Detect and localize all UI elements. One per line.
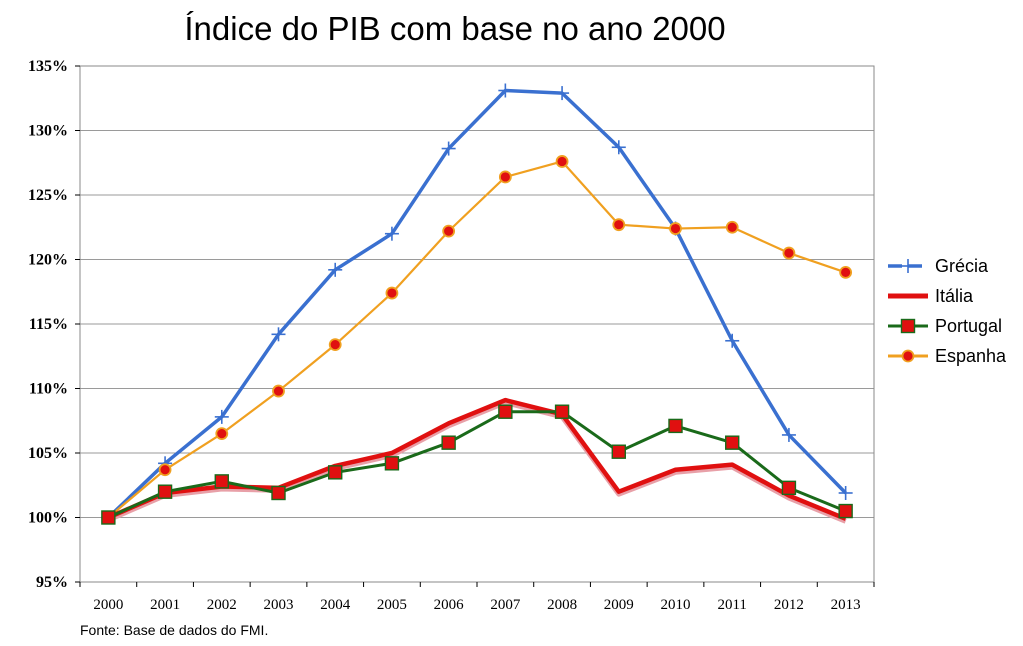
x-tick-label: 2010 (661, 597, 691, 613)
circle-marker (498, 170, 512, 184)
circle-marker (385, 286, 399, 300)
plus-marker (271, 327, 286, 342)
plus-marker (901, 259, 915, 273)
chart-title: Índice do PIB com base no ano 2000 (184, 10, 726, 47)
square-marker (214, 474, 229, 489)
series-grécia (101, 83, 853, 525)
square-marker (611, 444, 626, 459)
x-tick-label: 2004 (320, 597, 351, 613)
x-tick-label: 2008 (547, 597, 577, 613)
square-marker (271, 485, 286, 501)
square-marker (101, 510, 116, 525)
source-note: Fonte: Base de dados do FMI. (80, 622, 269, 638)
series-line (107, 410, 847, 519)
legend-label: Portugal (935, 316, 1002, 336)
series-itália (107, 397, 847, 524)
y-tick-label: 120% (28, 252, 68, 269)
y-tick-label: 95% (36, 574, 68, 591)
square-marker (157, 484, 173, 499)
plus-marker (384, 226, 399, 241)
circle-marker (782, 246, 796, 260)
x-tick-label: 2006 (434, 597, 465, 613)
legend-label: Grécia (935, 256, 989, 276)
plus-marker (441, 141, 456, 156)
series-line (107, 88, 847, 519)
x-tick-label: 2000 (93, 597, 123, 613)
plus-marker (781, 427, 796, 442)
legend-item-espanha: Espanha (888, 346, 1007, 366)
circle-marker (158, 463, 172, 477)
series-portugal (101, 404, 853, 525)
plus-marker (498, 83, 513, 98)
grid-lines (80, 130, 874, 518)
series-espanha (101, 155, 853, 524)
square-marker (900, 318, 916, 334)
circle-marker (612, 218, 626, 232)
circle-marker (442, 224, 456, 238)
plus-marker (611, 140, 626, 155)
circle-marker (901, 349, 915, 363)
x-tick-label: 2001 (150, 597, 180, 613)
plus-marker (328, 262, 343, 277)
x-tick-label: 2007 (490, 597, 521, 613)
x-tick-label: 2012 (774, 597, 804, 613)
x-tick-label: 2003 (264, 597, 294, 613)
y-tick-label: 135% (28, 58, 68, 75)
legend-item-itália: Itália (888, 286, 974, 306)
legend-item-grécia: Grécia (888, 256, 989, 276)
square-marker (498, 404, 513, 419)
square-marker (781, 480, 797, 496)
y-tick-label: 125% (28, 187, 68, 204)
axes: 95% 100% 105% 110% 115% 120% 125% 130% 135% 2000 2… (28, 58, 875, 613)
series-group (101, 83, 853, 525)
square-marker (668, 418, 683, 434)
y-tick-label: 130% (28, 123, 68, 140)
circle-marker (215, 427, 229, 441)
square-marker (838, 503, 853, 519)
series-line (107, 160, 846, 519)
y-tick-label: 105% (28, 445, 68, 462)
legend: Grécia Itália Portugal Espanha (888, 256, 1007, 366)
legend-label: Itália (935, 286, 974, 306)
circle-marker (555, 155, 569, 168)
circle-marker (272, 384, 285, 398)
plus-marker (838, 485, 853, 500)
x-tick-label: 2002 (207, 597, 237, 613)
y-tick-label: 115% (29, 316, 68, 333)
x-tick-label: 2013 (831, 597, 861, 613)
series-shadow (107, 400, 847, 524)
legend-item-portugal: Portugal (888, 316, 1002, 336)
series-line (107, 397, 847, 521)
x-tick-label: 2005 (377, 597, 407, 613)
circle-marker (328, 338, 342, 352)
square-marker (384, 456, 400, 471)
square-marker (328, 465, 343, 480)
y-tick-label: 110% (29, 381, 68, 398)
circle-marker (669, 222, 682, 235)
x-tick-label: 2009 (604, 597, 634, 613)
circle-marker (725, 220, 739, 234)
x-tick-label: 2011 (717, 597, 746, 613)
square-marker (725, 435, 740, 450)
circle-marker (839, 265, 853, 279)
square-marker (554, 404, 570, 419)
y-tick-label: 100% (28, 510, 68, 527)
plus-marker (555, 86, 570, 101)
plus-marker (725, 333, 740, 348)
legend-label: Espanha (935, 346, 1007, 366)
plus-marker (214, 409, 229, 424)
square-marker (441, 435, 456, 450)
